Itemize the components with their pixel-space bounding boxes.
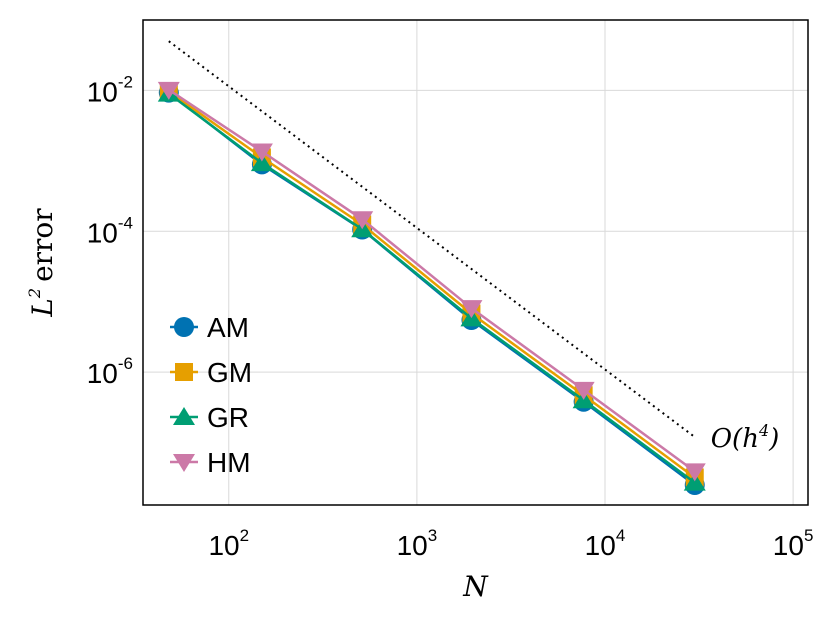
legend-marker <box>173 454 195 472</box>
y-tick-label: 10-4 <box>87 213 133 248</box>
legend-entry-gr: GR <box>170 402 249 433</box>
x-tick-label: 103 <box>397 526 438 561</box>
y-axis-label-sup: 2 <box>25 288 44 299</box>
legend-marker <box>173 407 195 425</box>
legend: AM GM GR HM <box>170 312 252 478</box>
series-am <box>158 82 705 495</box>
y-tick-label: 10-6 <box>87 354 133 389</box>
data-point <box>460 300 483 319</box>
series-hm <box>157 81 706 482</box>
legend-marker <box>174 317 194 337</box>
reference-line <box>168 40 696 438</box>
series-line <box>168 90 696 479</box>
y-axis-label-math: L <box>26 298 59 318</box>
reference-line-group <box>168 40 696 438</box>
reference-label: O(h4) <box>711 421 780 454</box>
data-point <box>250 143 273 162</box>
plot-frame <box>142 19 809 506</box>
series-line <box>168 88 696 473</box>
x-tick-label: 105 <box>773 526 814 561</box>
x-axis-label: N <box>462 570 489 603</box>
y-axis-label-text: error <box>26 208 59 282</box>
reference-annotation: O(h4) <box>711 421 780 454</box>
data-point <box>683 472 706 491</box>
data-point <box>351 211 374 230</box>
tick-labels: 102 103 104 105 10-2 10-4 10-6 <box>87 72 814 561</box>
legend-label: HM <box>207 447 251 478</box>
y-tick-label: 10-2 <box>87 72 133 107</box>
legend-label: AM <box>207 312 249 343</box>
x-tick-label: 102 <box>208 526 249 561</box>
data-point <box>683 463 706 482</box>
series-line <box>168 92 696 484</box>
legend-entry-hm: HM <box>170 447 251 478</box>
legend-label: GM <box>207 357 252 388</box>
legend-entry-gm: GM <box>170 357 252 388</box>
legend-label: GR <box>207 402 249 433</box>
legend-entry-am: AM <box>170 312 249 343</box>
data-point <box>157 81 180 100</box>
legend-marker <box>175 363 193 381</box>
series-group <box>157 81 706 495</box>
data-point <box>572 381 595 400</box>
y-axis-label: L2 error <box>25 208 59 318</box>
data-point <box>250 153 273 172</box>
grid <box>143 20 808 505</box>
x-tick-label: 104 <box>585 526 626 561</box>
